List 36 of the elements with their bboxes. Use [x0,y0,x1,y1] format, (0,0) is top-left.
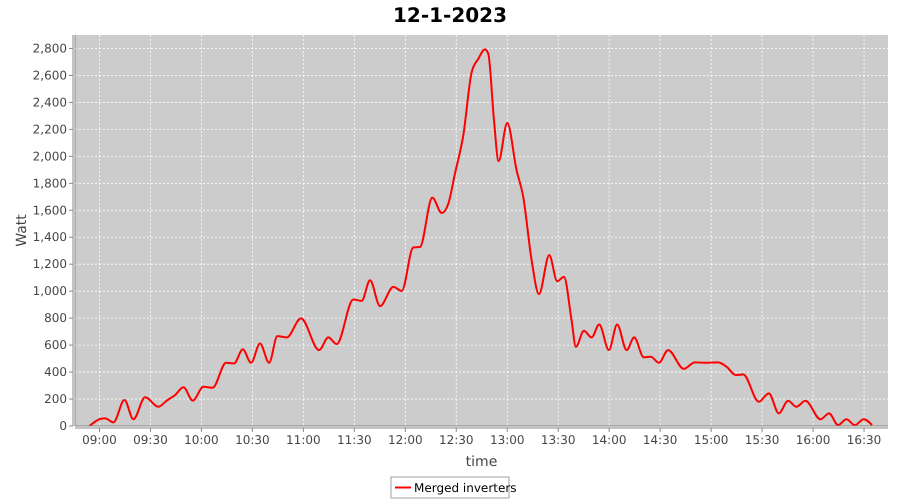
x-tick-label: 14:00 [592,433,626,447]
x-tick-label: 13:30 [540,433,576,447]
x-tick-label: 14:30 [642,433,678,447]
y-tick-label: 2,000 [32,149,67,164]
y-tick-label: 1,600 [32,203,67,218]
x-tick-label: 11:00 [286,433,321,447]
y-tick-label: 600 [44,338,67,352]
x-tick-label: 13:00 [490,433,525,447]
x-tick-label: 11:30 [337,433,372,447]
x-tick-label: 15:00 [694,433,728,447]
line-series [88,48,873,427]
x-tick-label: 16:00 [796,433,830,447]
legend-label: Merged inverters [414,481,517,495]
x-tick-label: 15:30 [744,433,780,447]
y-tick-label: 2,600 [32,68,67,82]
x-tick-label: 09:00 [82,433,117,447]
x-tick-label: 12:30 [438,433,474,447]
y-tick-label: 800 [44,311,67,326]
y-tick-label: 400 [44,365,67,380]
x-axis-title: time [466,454,498,470]
x-tick-label: 12:00 [388,433,423,447]
y-axis-title: Watt [14,214,30,247]
y-tick-label: 2,200 [32,122,67,136]
y-tick-label: 2,800 [32,41,67,56]
y-tick-label: 1,000 [32,284,67,298]
y-tick-label: 1,800 [32,176,67,190]
y-tick-label: 0 [59,419,67,433]
x-tick-label: 10:00 [184,433,219,447]
chart-title: 12-1-2023 [392,3,508,27]
x-tick-label: 09:30 [133,433,168,447]
y-tick-label: 1,400 [32,230,67,244]
x-tick-label: 16:30 [846,433,882,447]
x-tick-label: 10:30 [235,433,270,447]
y-tick-label: 1,200 [32,257,67,272]
y-tick-label: 2,400 [32,95,67,110]
y-tick-label: 200 [44,392,67,406]
